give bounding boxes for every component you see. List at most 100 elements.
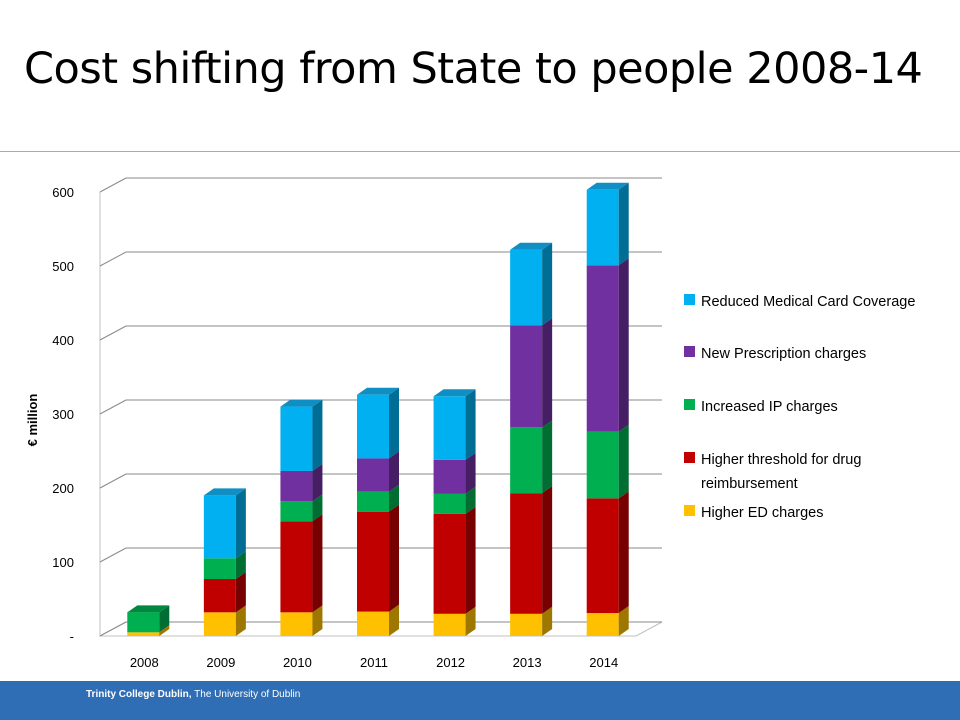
legend-label: Reduced Medical Card Coverage: [701, 294, 916, 310]
gridline-side: [99, 621, 127, 637]
bar-segment: [203, 495, 236, 559]
bar-segment-side: [618, 606, 629, 636]
bar-segment-side: [235, 551, 246, 580]
bar-top: [127, 605, 170, 613]
x-tick-label: 2009: [206, 655, 235, 670]
bar-segment-side: [312, 463, 323, 502]
bar-segment: [510, 427, 543, 494]
bar-segment: [510, 613, 543, 636]
bar-segment-side: [312, 399, 323, 471]
bar-segment: [433, 613, 466, 636]
x-tick-label: 2011: [360, 655, 388, 670]
bar-top: [433, 389, 476, 397]
bar-segment-side: [389, 504, 399, 612]
bar-segment: [280, 521, 313, 613]
footer-bar: Trinity College Dublin, The University o…: [0, 681, 960, 720]
bar-segment-side: [235, 572, 246, 613]
bar-segment-side: [312, 605, 323, 636]
gridline-side: [99, 547, 127, 563]
bar-segment: [280, 501, 313, 522]
bar-segment: [280, 470, 313, 502]
bar-segment-side: [312, 514, 323, 613]
bar-segment-side: [389, 387, 399, 459]
bar-segment: [586, 189, 619, 266]
bar-segment: [586, 498, 619, 614]
footer-institution: Trinity College Dublin,: [86, 689, 192, 700]
title-divider: [0, 151, 960, 152]
bar-segment: [586, 613, 619, 636]
x-axis-tick-labels: 2008 2009 2010 2011 2012 2013 2014: [130, 655, 618, 670]
bar-segment: [357, 491, 389, 512]
x-tick-label: 2008: [130, 655, 159, 670]
bar-segment-side: [312, 494, 323, 522]
bar-segment-side: [465, 389, 476, 460]
x-tick-label: 2014: [589, 655, 618, 670]
y-tick-label: 200: [52, 481, 74, 496]
legend-label: New Prescription charges: [701, 346, 867, 362]
bar-segment: [510, 249, 543, 326]
bar-segment-side: [159, 625, 170, 636]
y-tick-label: 500: [52, 259, 74, 274]
gridline-side: [99, 473, 127, 489]
bar-segment: [357, 458, 389, 492]
y-tick-label: 100: [52, 555, 74, 570]
bar-segment-side: [542, 420, 553, 494]
bar-segment: [280, 406, 313, 471]
gridline-side: [99, 399, 127, 415]
bar-segment: [357, 611, 389, 636]
legend-label: Higher ED charges: [701, 505, 824, 521]
bar-segment: [280, 612, 313, 636]
bar-top: [586, 182, 629, 190]
bar-segment: [203, 579, 236, 613]
legend-label: Higher threshold for drug reimbursement: [701, 452, 862, 492]
bar-segment: [586, 265, 619, 432]
bar-segment-side: [389, 604, 399, 636]
bar-segment-side: [235, 605, 246, 636]
bar-segment-side: [389, 484, 399, 512]
bar-segment-side: [465, 452, 476, 494]
bar-segment: [510, 493, 543, 614]
y-tick-label: 600: [52, 185, 74, 200]
legend-swatch: [684, 452, 695, 463]
y-tick-label: -: [70, 629, 74, 644]
legend-swatch: [684, 346, 695, 357]
bar-segment-side: [465, 506, 476, 614]
bar-segment-side: [542, 318, 553, 428]
footer-university: The University of Dublin: [191, 689, 301, 700]
bar-segment: [357, 394, 389, 459]
footer-text: Trinity College Dublin, The University o…: [86, 689, 300, 700]
bar-segment: [433, 493, 466, 514]
bar-segment-side: [465, 606, 476, 636]
bar-segment: [433, 459, 466, 494]
bar-segment: [510, 325, 543, 428]
bar-segment-side: [235, 488, 246, 559]
bar-segment: [586, 431, 619, 499]
bar-top: [203, 488, 246, 496]
legend-swatch: [684, 294, 695, 305]
bar-segment: [433, 396, 466, 460]
x-tick-label: 2010: [283, 655, 312, 670]
bar-segment-side: [159, 605, 170, 633]
x-tick-label: 2012: [436, 655, 465, 670]
gridline-side: [99, 177, 127, 193]
bar-segment-side: [618, 258, 629, 432]
bar-segment: [433, 513, 466, 614]
x-tick-label: 2013: [513, 655, 542, 670]
bar-top: [357, 387, 399, 395]
legend-label: Increased IP charges: [701, 399, 838, 415]
legend-swatch: [684, 399, 695, 410]
y-axis-label: € million: [25, 394, 40, 447]
bar-top: [280, 399, 323, 407]
slide-title: Cost shifting from State to people 2008-…: [24, 44, 923, 94]
bar-top: [510, 242, 553, 250]
bar-segment: [203, 612, 236, 636]
y-axis-tick-labels: - 100 200 300 400 500 600: [52, 185, 74, 644]
gridline-side: [99, 325, 127, 341]
y-tick-label: 300: [52, 407, 74, 422]
bar-segment-side: [542, 606, 553, 636]
bar-segment-side: [618, 424, 629, 499]
bar-segment: [127, 632, 160, 636]
bar-segment: [127, 612, 160, 633]
bar-segment-side: [389, 451, 399, 492]
legend-swatch: [684, 505, 695, 516]
